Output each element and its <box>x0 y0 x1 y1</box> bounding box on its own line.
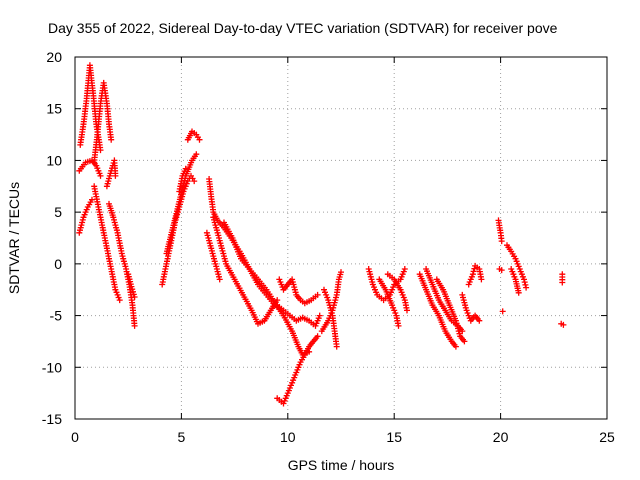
plus-markers <box>416 271 459 350</box>
data-track <box>384 271 410 314</box>
data-track <box>276 276 321 307</box>
plus-markers <box>496 266 505 274</box>
y-tick-label: 15 <box>46 101 62 117</box>
plus-markers <box>184 128 203 143</box>
data-track <box>159 172 198 288</box>
data-track <box>76 196 95 236</box>
plus-markers <box>203 229 223 283</box>
chart-title: Day 355 of 2022, Sidereal Day-to-day VTE… <box>48 20 558 36</box>
data-track <box>508 266 522 296</box>
data-track <box>206 176 285 314</box>
data-track <box>203 229 223 283</box>
x-tick-label: 15 <box>386 429 402 445</box>
plus-markers <box>318 269 344 335</box>
plus-markers <box>376 276 402 329</box>
plus-markers <box>274 333 321 407</box>
data-track <box>103 157 119 190</box>
plus-markers <box>321 286 340 350</box>
data-track <box>558 320 567 328</box>
x-tick-label: 10 <box>280 429 296 445</box>
plus-markers <box>558 320 567 328</box>
plus-markers <box>125 271 138 300</box>
plus-markers <box>276 276 321 307</box>
data-track <box>459 291 483 324</box>
data-track <box>376 276 402 329</box>
data-track <box>465 262 485 288</box>
x-tick-label: 5 <box>178 429 186 445</box>
data-track <box>321 286 340 350</box>
data-track <box>559 271 566 286</box>
plus-markers <box>499 308 506 315</box>
x-tick-label: 0 <box>71 429 79 445</box>
plus-markers <box>433 276 468 345</box>
y-tick-label: 20 <box>46 49 62 65</box>
plus-markers <box>176 165 189 195</box>
plus-markers <box>508 266 522 296</box>
data-track <box>184 128 203 143</box>
data-track <box>125 271 138 300</box>
plus-markers <box>465 262 485 288</box>
data-track <box>91 183 123 304</box>
y-tick-label: -5 <box>50 308 63 324</box>
data-track <box>433 276 468 345</box>
data-track <box>176 165 189 195</box>
plus-markers <box>221 219 313 358</box>
data-track <box>416 271 459 350</box>
data-track <box>91 79 115 166</box>
plus-markers <box>91 79 115 166</box>
plus-markers <box>163 151 200 257</box>
data-track <box>504 242 530 291</box>
plus-markers <box>559 271 566 286</box>
grid <box>75 57 607 419</box>
data-track <box>495 217 505 245</box>
plus-markers <box>384 271 410 314</box>
data-track <box>210 214 281 327</box>
plot-frame <box>74 56 608 420</box>
plus-markers <box>504 242 530 291</box>
data-track <box>163 151 200 257</box>
y-tick-label: 5 <box>54 204 62 220</box>
plus-markers <box>76 196 95 236</box>
data-series <box>76 62 567 407</box>
data-track <box>496 266 505 274</box>
x-tick-label: 20 <box>493 429 509 445</box>
x-axis-label: GPS time / hours <box>288 457 395 473</box>
plus-markers <box>274 302 323 329</box>
plus-markers <box>159 172 198 288</box>
y-tick-label: 10 <box>46 152 62 168</box>
x-tick-label: 25 <box>599 429 615 445</box>
plus-markers <box>459 291 483 324</box>
plus-markers <box>103 157 119 190</box>
data-track <box>318 269 344 335</box>
plus-markers <box>210 214 281 327</box>
data-track <box>221 219 313 358</box>
data-track <box>499 308 506 315</box>
ticks <box>74 56 608 420</box>
y-tick-label: -15 <box>42 411 62 427</box>
plus-markers <box>495 217 505 245</box>
data-track <box>274 302 323 329</box>
y-tick-label: -10 <box>42 359 62 375</box>
data-track <box>274 333 321 407</box>
plus-markers <box>91 183 123 304</box>
y-tick-label: 0 <box>54 256 62 272</box>
y-axis-label: SDTVAR / TECUs <box>6 182 22 294</box>
plus-markers <box>206 176 285 314</box>
tick-labels: 0 5 10 15 20 25 -15 -10 -5 0 5 10 15 20 <box>42 49 615 445</box>
